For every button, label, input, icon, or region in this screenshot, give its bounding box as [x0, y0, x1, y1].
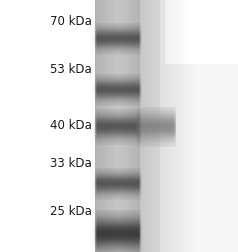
Text: 33 kDa: 33 kDa — [50, 156, 92, 169]
Text: 53 kDa: 53 kDa — [50, 63, 92, 76]
Text: 40 kDa: 40 kDa — [50, 118, 92, 131]
Text: 25 kDa: 25 kDa — [50, 204, 92, 217]
Text: 70 kDa: 70 kDa — [50, 15, 92, 28]
